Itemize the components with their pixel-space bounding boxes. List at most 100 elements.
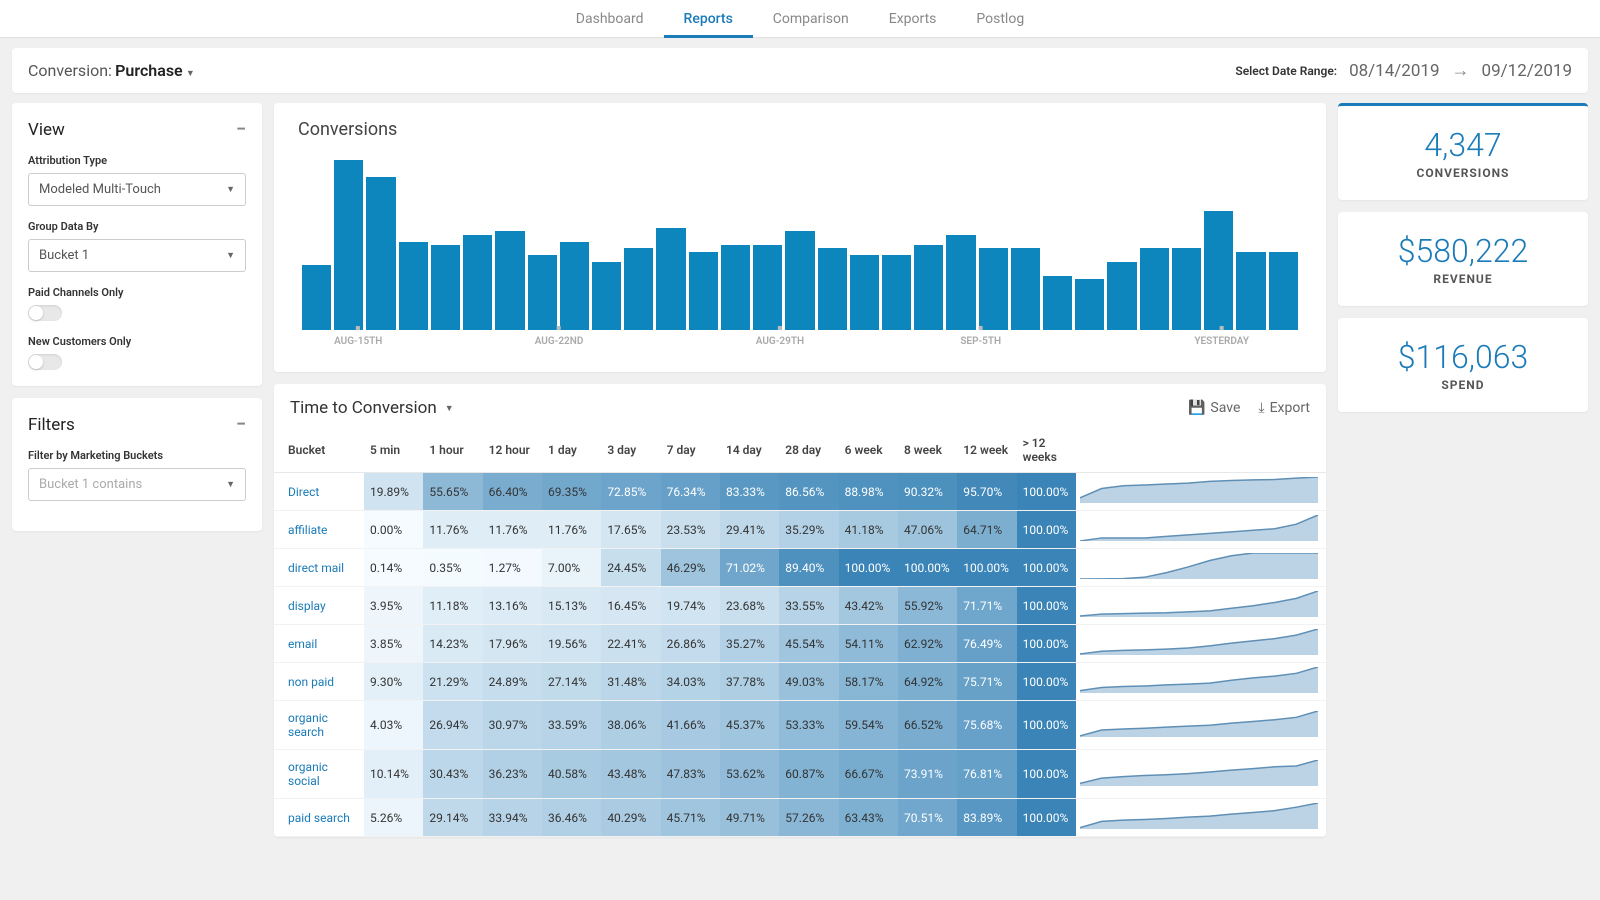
chart-bar: [689, 252, 718, 330]
chart-bar: [1107, 262, 1136, 330]
group-select[interactable]: Bucket 1 ▼: [28, 239, 246, 272]
save-button[interactable]: 💾 Save: [1188, 400, 1240, 416]
filters-panel-title: Filters: [28, 415, 75, 435]
heat-cell: 55.92%: [898, 587, 957, 625]
chart-bar: [399, 242, 428, 330]
nav-reports[interactable]: Reports: [664, 0, 753, 38]
heat-cell: 64.71%: [957, 511, 1016, 549]
table-header: 8 week: [898, 428, 957, 473]
table-header: 5 min: [364, 428, 423, 473]
table-row: direct mail0.14%0.35%1.27%7.00%24.45%46.…: [274, 549, 1326, 587]
heat-cell: 15.13%: [542, 587, 601, 625]
date-start: 08/14/2019: [1349, 61, 1439, 81]
heat-cell: 100.00%: [1017, 625, 1076, 663]
bucket-link[interactable]: paid search: [274, 799, 364, 837]
sparkline-cell: [1076, 587, 1326, 625]
heat-cell: 83.33%: [720, 473, 779, 511]
heat-cell: 49.71%: [720, 799, 779, 837]
conversion-label: Conversion:: [28, 61, 112, 80]
bucket-link[interactable]: direct mail: [274, 549, 364, 587]
metric-label: REVENUE: [1354, 272, 1572, 286]
heat-cell: 29.14%: [423, 799, 482, 837]
top-nav: DashboardReportsComparisonExportsPostlog: [0, 0, 1600, 38]
heat-cell: 36.23%: [483, 750, 542, 799]
attribution-select[interactable]: Modeled Multi-Touch ▼: [28, 173, 246, 206]
download-icon: ⤓: [1258, 400, 1264, 416]
bucket-link[interactable]: organic social: [274, 750, 364, 799]
chart-bar: [656, 228, 685, 330]
filter-select[interactable]: Bucket 1 contains ▼: [28, 468, 246, 501]
sparkline-cell: [1076, 701, 1326, 750]
heat-cell: 53.33%: [779, 701, 838, 750]
heat-cell: 88.98%: [839, 473, 898, 511]
chart-bar: [850, 255, 879, 330]
chart-bar: [1011, 248, 1040, 330]
heat-cell: 100.00%: [839, 549, 898, 587]
heat-cell: 10.14%: [364, 750, 423, 799]
nav-dashboard[interactable]: Dashboard: [556, 0, 664, 38]
collapse-icon[interactable]: −: [236, 414, 246, 435]
chart-bar: [302, 265, 331, 330]
heat-cell: 33.55%: [779, 587, 838, 625]
heat-cell: 40.58%: [542, 750, 601, 799]
export-button[interactable]: ⤓ Export: [1258, 400, 1310, 416]
heat-cell: 66.52%: [898, 701, 957, 750]
heat-cell: 30.97%: [483, 701, 542, 750]
heat-cell: 53.62%: [720, 750, 779, 799]
paid-channels-toggle[interactable]: [28, 305, 62, 321]
heat-cell: 76.34%: [661, 473, 720, 511]
heat-cell: 100.00%: [1017, 799, 1076, 837]
chart-bar: [334, 160, 363, 330]
chart-bar: [592, 262, 621, 330]
heat-cell: 69.35%: [542, 473, 601, 511]
paid-channels-label: Paid Channels Only: [28, 286, 246, 299]
bucket-link[interactable]: display: [274, 587, 364, 625]
chart-bar: [528, 255, 557, 330]
nav-postlog[interactable]: Postlog: [956, 0, 1044, 38]
heat-cell: 75.68%: [957, 701, 1016, 750]
bucket-link[interactable]: non paid: [274, 663, 364, 701]
heat-cell: 59.54%: [839, 701, 898, 750]
conversion-selector[interactable]: Conversion: Purchase ▼: [28, 61, 195, 80]
table-row: non paid9.30%21.29%24.89%27.14%31.48%34.…: [274, 663, 1326, 701]
chart-bar: [1204, 211, 1233, 330]
nav-comparison[interactable]: Comparison: [753, 0, 869, 38]
new-customers-toggle[interactable]: [28, 354, 62, 370]
chart-bar: [785, 231, 814, 330]
bucket-link[interactable]: affiliate: [274, 511, 364, 549]
heat-cell: 45.71%: [661, 799, 720, 837]
heat-cell: 30.43%: [423, 750, 482, 799]
metric-conversions: 4,347CONVERSIONS: [1338, 103, 1588, 200]
bucket-link[interactable]: email: [274, 625, 364, 663]
heat-cell: 64.92%: [898, 663, 957, 701]
heat-cell: 45.37%: [720, 701, 779, 750]
table-row: organic social10.14%30.43%36.23%40.58%43…: [274, 750, 1326, 799]
heat-cell: 100.00%: [1017, 549, 1076, 587]
heat-cell: 14.23%: [423, 625, 482, 663]
chart-bar: [979, 248, 1008, 330]
heat-cell: 46.29%: [661, 549, 720, 587]
heat-cell: 41.18%: [839, 511, 898, 549]
attribution-label: Attribution Type: [28, 154, 246, 167]
heat-cell: 4.03%: [364, 701, 423, 750]
collapse-icon[interactable]: −: [236, 119, 246, 140]
bucket-link[interactable]: Direct: [274, 473, 364, 511]
heat-cell: 86.56%: [779, 473, 838, 511]
table-header: 28 day: [779, 428, 838, 473]
heat-cell: 9.30%: [364, 663, 423, 701]
chevron-down-icon: ▼: [226, 250, 235, 261]
heat-cell: 63.43%: [839, 799, 898, 837]
heat-cell: 24.45%: [601, 549, 660, 587]
table-row: display3.95%11.18%13.16%15.13%16.45%19.7…: [274, 587, 1326, 625]
table-row: Direct19.89%55.65%66.40%69.35%72.85%76.3…: [274, 473, 1326, 511]
heat-cell: 41.66%: [661, 701, 720, 750]
heat-cell: 26.86%: [661, 625, 720, 663]
nav-exports[interactable]: Exports: [869, 0, 957, 38]
chart-bar: [721, 245, 750, 330]
sparkline-cell: [1076, 549, 1326, 587]
table-title[interactable]: Time to Conversion ▼: [290, 398, 454, 418]
chevron-down-icon: ▼: [445, 403, 454, 414]
bucket-link[interactable]: organic search: [274, 701, 364, 750]
filters-panel: Filters − Filter by Marketing Buckets Bu…: [12, 398, 262, 531]
date-range[interactable]: Select Date Range: 08/14/2019 → 09/12/20…: [1235, 60, 1572, 81]
